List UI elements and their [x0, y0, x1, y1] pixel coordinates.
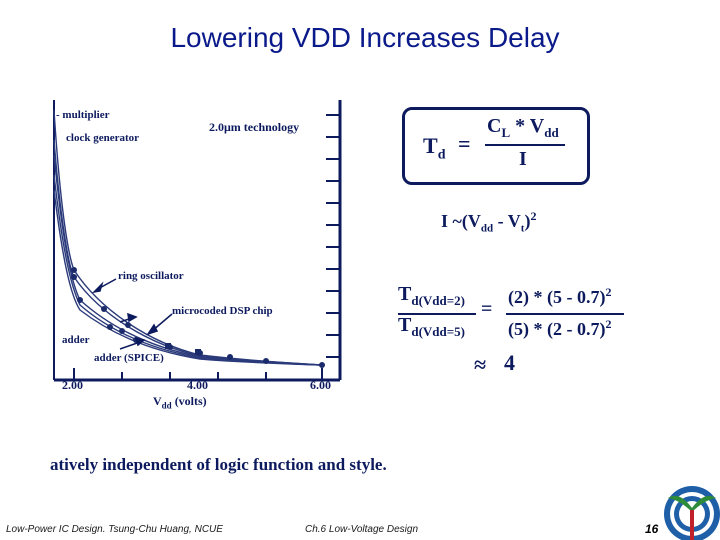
current-formula: I ~(Vdd - Vt)2: [441, 209, 537, 235]
tech-label: 2.0μm technology: [209, 120, 300, 134]
label-ring-oscillator: ring oscillator: [118, 270, 184, 282]
delay-formula-box: [402, 107, 590, 185]
ratio-numerator: (2) * (5 - 0.7)2: [508, 285, 612, 307]
ratio-denominator: (5) * (2 - 0.7)2: [508, 317, 612, 339]
x-tick-6: 6.00: [310, 378, 331, 392]
ratio-top: Td(Vdd=2): [398, 283, 465, 308]
approx-symbol: ≈: [474, 352, 487, 377]
td-lhs: Td: [423, 133, 446, 163]
label-multiplier: - multiplier: [56, 109, 110, 121]
x-axis-label: Vdd (volts): [153, 394, 207, 411]
bottom-statement: atively independent of logic function an…: [50, 455, 387, 474]
x-tick-2: 2.00: [62, 378, 83, 392]
ratio-rhs-line: [506, 313, 624, 315]
page-number: 16: [645, 522, 659, 536]
ratio-bottom: Td(Vdd=5): [398, 314, 465, 339]
footer-center: Ch.6 Low-Voltage Design: [305, 524, 419, 535]
label-arrows: [91, 278, 173, 350]
curve-adder: [53, 189, 323, 366]
curve-dsp: [53, 174, 323, 366]
ratio-equals: =: [481, 298, 493, 320]
delay-curves: [53, 109, 323, 366]
td-fraction-line: [485, 144, 565, 146]
approx-value: 4: [504, 350, 515, 375]
delay-vs-vdd-chart: [53, 100, 342, 382]
curve-ring-oscillator: [53, 154, 323, 366]
td-equals: =: [458, 131, 471, 156]
footer-left: Low-Power IC Design. Tsung-Chu Huang, NC…: [6, 524, 223, 535]
university-logo-icon: [664, 486, 720, 540]
label-microcoded-dsp: microcoded DSP chip: [172, 305, 273, 317]
label-clock-generator: clock generator: [66, 132, 139, 144]
td-numerator: CL * Vdd: [487, 115, 559, 140]
curve-multiplier: [53, 109, 323, 366]
label-adder-spice: adder (SPICE): [94, 352, 164, 364]
bottom-axis-ticks: [73, 368, 323, 380]
x-tick-4: 4.00: [187, 378, 208, 392]
right-axis-ticks: [326, 114, 340, 358]
label-adder: adder: [62, 334, 90, 346]
ratio-lhs-line: [398, 313, 476, 315]
td-denominator: I: [519, 148, 527, 170]
slide-title: Lowering VDD Increases Delay: [170, 22, 560, 53]
curve-clock-generator: [53, 139, 323, 366]
